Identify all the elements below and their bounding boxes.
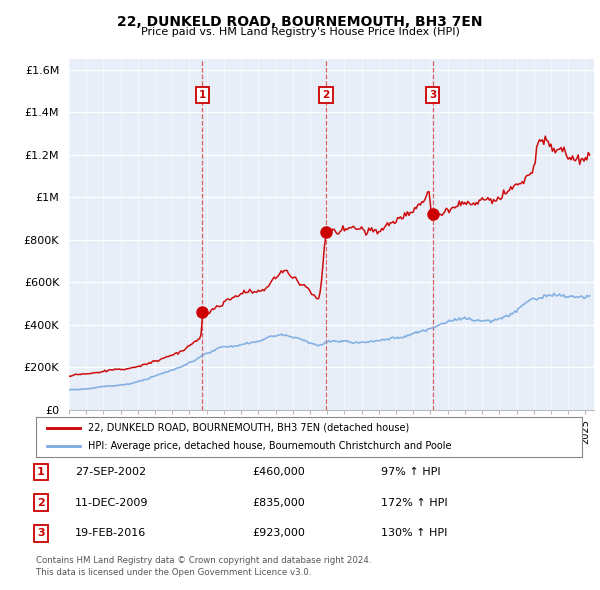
Text: 2: 2	[37, 498, 44, 507]
Text: 1: 1	[199, 90, 206, 100]
Text: 172% ↑ HPI: 172% ↑ HPI	[381, 498, 448, 507]
Text: 22, DUNKELD ROAD, BOURNEMOUTH, BH3 7EN: 22, DUNKELD ROAD, BOURNEMOUTH, BH3 7EN	[117, 15, 483, 29]
Text: 11-DEC-2009: 11-DEC-2009	[75, 498, 149, 507]
Text: 130% ↑ HPI: 130% ↑ HPI	[381, 529, 448, 538]
Text: 3: 3	[37, 529, 44, 538]
Text: £460,000: £460,000	[252, 467, 305, 477]
Text: 19-FEB-2016: 19-FEB-2016	[75, 529, 146, 538]
Text: Price paid vs. HM Land Registry's House Price Index (HPI): Price paid vs. HM Land Registry's House …	[140, 27, 460, 37]
Text: 22, DUNKELD ROAD, BOURNEMOUTH, BH3 7EN (detached house): 22, DUNKELD ROAD, BOURNEMOUTH, BH3 7EN (…	[88, 423, 409, 433]
Text: Contains HM Land Registry data © Crown copyright and database right 2024.: Contains HM Land Registry data © Crown c…	[36, 556, 371, 565]
Text: 2: 2	[322, 90, 329, 100]
Text: 27-SEP-2002: 27-SEP-2002	[75, 467, 146, 477]
Text: 1: 1	[37, 467, 44, 477]
Text: 97% ↑ HPI: 97% ↑ HPI	[381, 467, 440, 477]
Text: £923,000: £923,000	[252, 529, 305, 538]
Text: HPI: Average price, detached house, Bournemouth Christchurch and Poole: HPI: Average price, detached house, Bour…	[88, 441, 451, 451]
Text: 3: 3	[429, 90, 436, 100]
Text: This data is licensed under the Open Government Licence v3.0.: This data is licensed under the Open Gov…	[36, 568, 311, 577]
Text: £835,000: £835,000	[252, 498, 305, 507]
